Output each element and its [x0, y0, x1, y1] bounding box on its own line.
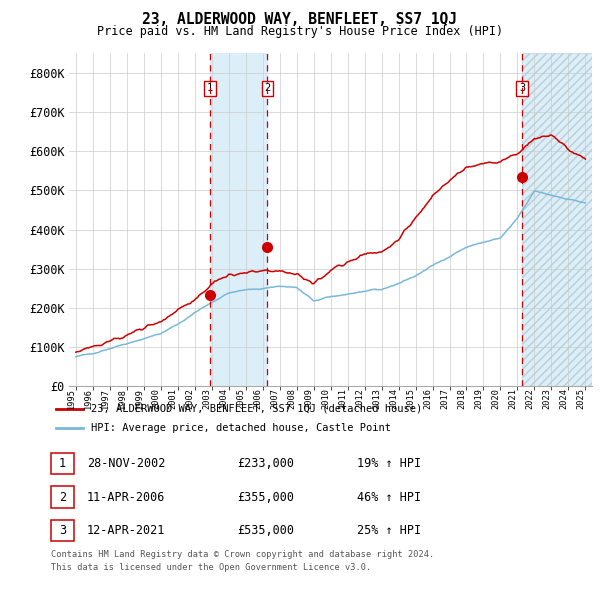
Text: 2003: 2003 [203, 388, 212, 409]
Bar [522, 53, 592, 386]
Text: This data is licensed under the Open Government Licence v3.0.: This data is licensed under the Open Gov… [51, 563, 371, 572]
Text: 2013: 2013 [373, 388, 382, 409]
Text: 3: 3 [519, 83, 526, 93]
Text: Contains HM Land Registry data © Crown copyright and database right 2024.: Contains HM Land Registry data © Crown c… [51, 550, 434, 559]
Text: 2: 2 [59, 490, 66, 504]
Text: 2014: 2014 [389, 388, 398, 409]
Text: 2: 2 [264, 83, 271, 93]
Text: 2024: 2024 [559, 388, 568, 409]
Text: 1: 1 [59, 457, 66, 470]
Text: 2010: 2010 [322, 388, 331, 409]
Text: 2005: 2005 [236, 388, 245, 409]
Text: 2020: 2020 [491, 388, 500, 409]
Text: £233,000: £233,000 [237, 457, 294, 470]
Text: 3: 3 [59, 524, 66, 537]
Text: 25% ↑ HPI: 25% ↑ HPI [357, 524, 421, 537]
Text: 2001: 2001 [169, 388, 178, 409]
Text: 1996: 1996 [84, 388, 93, 409]
Text: 2004: 2004 [220, 388, 229, 409]
Bar [522, 53, 592, 386]
Text: 28-NOV-2002: 28-NOV-2002 [87, 457, 166, 470]
Text: 2002: 2002 [186, 388, 195, 409]
Text: 1998: 1998 [118, 388, 127, 409]
Text: HPI: Average price, detached house, Castle Point: HPI: Average price, detached house, Cast… [91, 423, 391, 433]
Text: 1: 1 [207, 83, 213, 93]
Text: 2019: 2019 [475, 388, 484, 409]
Text: 2022: 2022 [526, 388, 535, 409]
Text: 2016: 2016 [424, 388, 433, 409]
Text: £355,000: £355,000 [237, 490, 294, 504]
Text: 2015: 2015 [407, 388, 416, 409]
Text: 11-APR-2006: 11-APR-2006 [87, 490, 166, 504]
Text: 2012: 2012 [356, 388, 365, 409]
Text: 23, ALDERWOOD WAY, BENFLEET, SS7 1QJ: 23, ALDERWOOD WAY, BENFLEET, SS7 1QJ [143, 12, 458, 27]
Text: 1995: 1995 [67, 388, 76, 409]
Text: £535,000: £535,000 [237, 524, 294, 537]
Text: 2018: 2018 [457, 388, 466, 409]
Text: 2007: 2007 [271, 388, 280, 409]
Text: 2000: 2000 [152, 388, 161, 409]
Text: 1997: 1997 [101, 388, 110, 409]
Text: 2009: 2009 [305, 388, 314, 409]
Bar [210, 53, 268, 386]
Text: 19% ↑ HPI: 19% ↑ HPI [357, 457, 421, 470]
Text: 2023: 2023 [542, 388, 551, 409]
Text: 2006: 2006 [254, 388, 263, 409]
Text: 2017: 2017 [440, 388, 449, 409]
Text: Price paid vs. HM Land Registry's House Price Index (HPI): Price paid vs. HM Land Registry's House … [97, 25, 503, 38]
Text: 46% ↑ HPI: 46% ↑ HPI [357, 490, 421, 504]
Text: 2021: 2021 [508, 388, 517, 409]
Text: 2008: 2008 [287, 388, 296, 409]
Text: 1999: 1999 [135, 388, 144, 409]
Text: 12-APR-2021: 12-APR-2021 [87, 524, 166, 537]
Text: 23, ALDERWOOD WAY, BENFLEET, SS7 1QJ (detached house): 23, ALDERWOOD WAY, BENFLEET, SS7 1QJ (de… [91, 404, 422, 414]
Text: 2011: 2011 [338, 388, 347, 409]
Text: 2025: 2025 [577, 388, 586, 409]
